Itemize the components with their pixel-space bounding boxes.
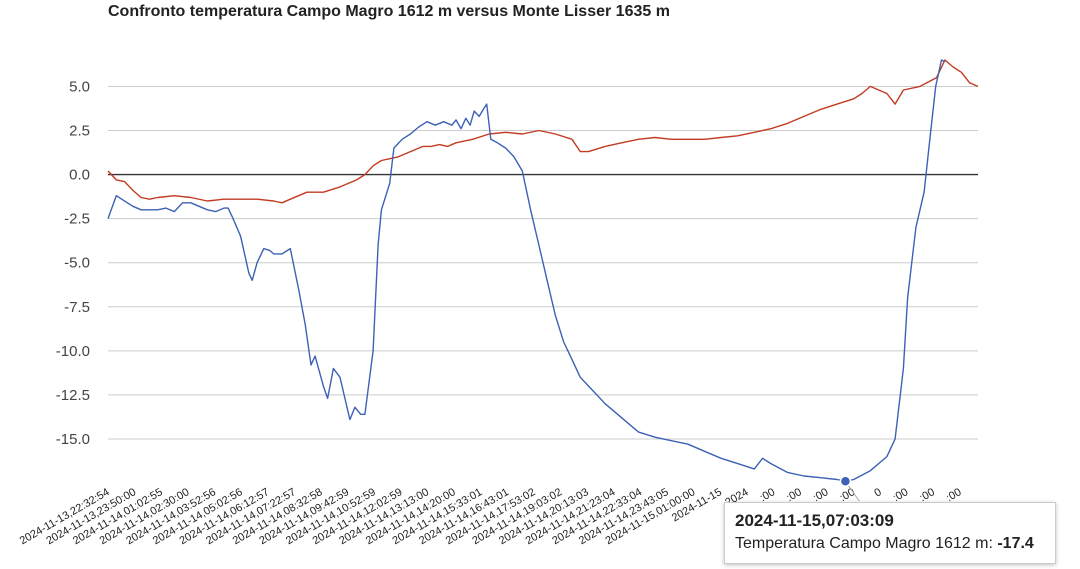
tooltip-value: -17.4 (997, 535, 1034, 552)
y-axis-ticks: 5.0 2.5 0.0 -2.5 -5.0 -7.5 -10.0 -12.5 -15.0 (56, 78, 90, 448)
tooltip-series-label: Temperatura Campo Magro 1612 m: (735, 535, 998, 552)
series-line-0 (107, 59, 946, 482)
y-tick-label: -12.5 (56, 387, 90, 404)
y-tick-label: -15.0 (56, 431, 90, 448)
tooltip-date: 2024-11-15,07:03:09 (735, 511, 894, 530)
y-tick-label: 0.0 (69, 167, 90, 184)
y-tick-label: -7.5 (64, 299, 90, 316)
x-tick-label: 0 (872, 486, 883, 499)
tooltip-line: Temperatura Campo Magro 1612 m: -17.4 (735, 535, 1045, 553)
y-tick-label: -2.5 (64, 211, 90, 228)
y-tick-label: 2.5 (69, 123, 90, 140)
y-tick-label: -10.0 (56, 343, 90, 360)
series-lines (107, 59, 979, 482)
y-tick-label: -5.0 (64, 255, 90, 272)
tooltip: 2024-11-15,07:03:09 Temperatura Campo Ma… (724, 502, 1056, 564)
chart-title: Confronto temperatura Campo Magro 1612 m… (108, 3, 670, 20)
highlight-point[interactable] (839, 475, 852, 487)
y-tick-label: 5.0 (69, 78, 90, 95)
series-line-1 (107, 59, 979, 204)
highlight-marker-layer (839, 475, 860, 502)
